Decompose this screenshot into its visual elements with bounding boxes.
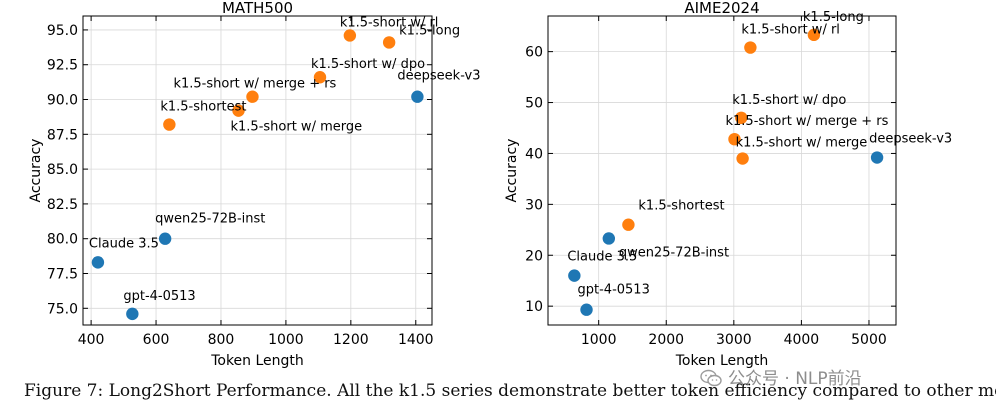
x-tick-label: 1000 [268, 332, 304, 348]
chart-title: MATH500 [222, 0, 293, 17]
x-tick-label: 600 [143, 332, 170, 348]
point-label: Claude 3.5 [89, 236, 159, 251]
x-tick-label: 400 [78, 332, 105, 348]
data-point [735, 111, 748, 125]
data-point [807, 28, 821, 42]
point-label: k1.5-short w/ merge + rs [173, 77, 336, 92]
data-point [568, 269, 581, 282]
data-point [158, 232, 172, 245]
chart-0: 400 600 800 1000 1200 1400 75.0 77.5 80.0 82.5 85.… [28, 0, 481, 369]
x-tick-label: 5000 [851, 332, 887, 348]
y-tick-label: 85.0 [47, 162, 78, 178]
y-tick-label: 82.5 [47, 197, 78, 213]
point-label: Claude 3.5 [567, 250, 637, 265]
data-point [580, 303, 593, 316]
y-tick-label: 30 [525, 197, 543, 213]
x-tick-label: 800 [208, 332, 235, 348]
y-tick-label: 20 [525, 248, 543, 264]
point-label: k1.5-short w/ merge [231, 120, 363, 135]
y-tick-label: 80.0 [47, 232, 78, 248]
data-point [91, 256, 105, 269]
data-point [870, 151, 884, 164]
plot-frame [547, 15, 897, 326]
x-tick-label: 3000 [716, 332, 752, 348]
y-axis-label: Accuracy [504, 139, 520, 203]
watermark: 公众号 · NLP前沿 [700, 364, 862, 389]
y-tick-label: 95.0 [47, 23, 78, 39]
point-label: k1.5-short w/ rl [340, 15, 439, 30]
y-tick-label: 90.0 [47, 93, 78, 109]
data-point [411, 90, 424, 103]
x-axis-label: Token Length [210, 353, 304, 369]
y-axis-label: Accuracy [28, 139, 44, 203]
data-point [382, 36, 396, 49]
data-point [622, 218, 635, 231]
data-point [744, 41, 757, 54]
y-tick-label: 92.5 [47, 58, 78, 74]
y-tick-label: 87.5 [47, 127, 78, 143]
x-tick-label: 1000 [581, 332, 617, 348]
y-tick-label: 50 [525, 96, 543, 112]
point-label: k1.5-short w/ merge [736, 136, 868, 151]
point-label: gpt-4-0513 [123, 289, 195, 304]
x-tick-label: 4000 [784, 332, 820, 348]
data-point [232, 104, 245, 117]
y-tick-label: 75.0 [47, 301, 78, 317]
data-point [736, 152, 749, 165]
point-label: k1.5-shortest [638, 199, 724, 214]
data-point [313, 71, 327, 84]
point-label: gpt-4-0513 [578, 283, 650, 298]
wechat-icon [700, 369, 722, 387]
point-label: k1.5-long [803, 10, 864, 25]
data-point [126, 307, 139, 321]
point-label: qwen25-72B-inst [619, 245, 729, 260]
x-axis-label: Token Length [675, 353, 769, 369]
point-label: k1.5-short w/ dpo [311, 57, 425, 72]
point-label: k1.5-short w/ merge + rs [726, 114, 889, 129]
y-tick-label: 60 [525, 45, 543, 61]
x-tick-label: 1200 [333, 332, 369, 348]
plot-frame [82, 15, 433, 326]
y-tick-label: 77.5 [47, 267, 78, 283]
chart-title: AIME2024 [684, 0, 759, 17]
data-point [246, 90, 259, 103]
y-tick-label: 40 [525, 146, 543, 162]
chart-1: 1000 2000 3000 4000 5000 10 20 30 40 50 60 AIME2024… [504, 0, 952, 369]
x-tick-label: 2000 [648, 332, 684, 348]
point-label: k1.5-long [399, 23, 460, 38]
data-point [343, 29, 357, 42]
x-tick-label: 1400 [398, 332, 434, 348]
point-label: k1.5-shortest [160, 100, 246, 115]
figure-caption: Figure 7: Long2Short Performance. All th… [24, 381, 996, 401]
data-point [602, 232, 616, 245]
y-tick-label: 10 [525, 299, 543, 315]
point-label: qwen25-72B-inst [155, 212, 265, 227]
point-label: deepseek-v3 [397, 69, 480, 84]
point-label: k1.5-short w/ dpo [732, 93, 846, 108]
data-point [163, 118, 176, 131]
point-label: deepseek-v3 [869, 132, 952, 147]
point-label: k1.5-short w/ rl [741, 23, 840, 38]
watermark-text: 公众号 · NLP前沿 [728, 369, 862, 389]
data-point [728, 132, 741, 146]
